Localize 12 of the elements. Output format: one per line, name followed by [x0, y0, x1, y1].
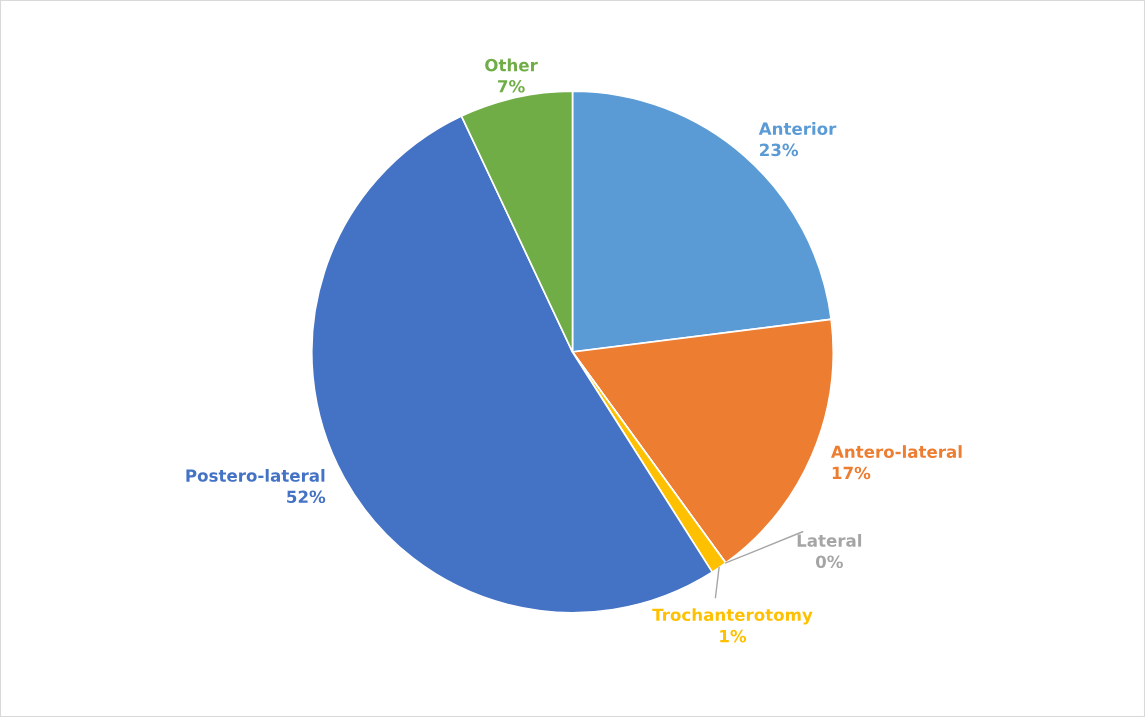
data-label: 7%: [498, 80, 525, 93]
data-label: 17%: [832, 466, 871, 480]
legend-label: Lateral: [797, 533, 862, 547]
data-label: 23%: [760, 143, 799, 157]
slice-label: Postero-lateral: [186, 468, 325, 482]
slice-label: Other: [485, 58, 538, 72]
data-label: 52%: [287, 490, 326, 504]
slice-label: Anterior: [758, 122, 837, 135]
slice-label: Trochanterotomy: [652, 608, 813, 625]
text: 0%: [815, 555, 843, 569]
data-label: 1%: [720, 629, 747, 643]
slice-label: Antero-lateral: [831, 445, 962, 459]
